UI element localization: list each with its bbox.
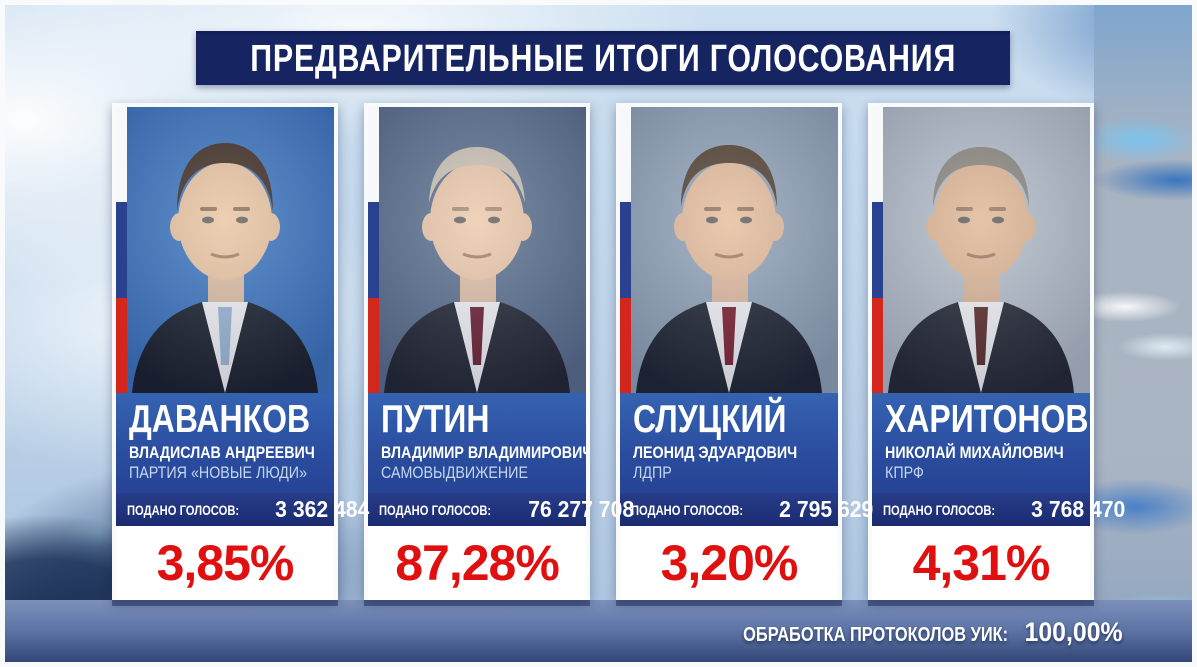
- protocol-status-value: 100,00%: [1024, 617, 1123, 647]
- candidate-given-names: ЛЕОНИД ЭДУАРДОВИЧ: [633, 443, 798, 462]
- votes-value: 3 768 470: [1031, 496, 1126, 522]
- votes-bar: ПОДАНО ГОЛОСОВ: 3 768 470: [872, 493, 1126, 526]
- candidate-affiliation: САМОВЫДВИЖЕНИЕ: [381, 463, 528, 482]
- percent-box: 4,31%: [872, 526, 1090, 600]
- portrait-slutsky-icon: [620, 107, 838, 393]
- percent-value: 3,20%: [660, 535, 799, 591]
- candidate-photo: [368, 107, 586, 393]
- candidate-surname: ПУТИН: [381, 398, 490, 441]
- candidate-given-names: ВЛАДИМИР ВЛАДИМИРОВИЧ: [381, 443, 586, 462]
- photo-vignette: [872, 107, 1090, 393]
- flag-stripe-icon: [368, 107, 379, 393]
- candidate-surname: ХАРИТОНОВ: [885, 398, 1089, 441]
- votes-label: ПОДАНО ГОЛОСОВ:: [379, 501, 492, 518]
- votes-bar: ПОДАНО ГОЛОСОВ: 3 362 484: [116, 493, 370, 526]
- map-texture-band: [1094, 0, 1197, 667]
- percent-box: 87,28%: [368, 526, 586, 600]
- protocol-status-label: ОБРАБОТКА ПРОТОКОЛОВ УИК:: [743, 624, 1009, 646]
- votes-label: ПОДАНО ГОЛОСОВ:: [883, 501, 996, 518]
- candidate-given-names: ВЛАДИСЛАВ АНДРЕЕВИЧ: [129, 443, 315, 462]
- candidate-affiliation: ПАРТИЯ «НОВЫЕ ЛЮДИ»: [129, 463, 308, 482]
- portrait-kharitonov-icon: [872, 107, 1090, 393]
- percent-value: 3,85%: [156, 535, 295, 591]
- name-panel: ПУТИН ВЛАДИМИР ВЛАДИМИРОВИЧ САМОВЫДВИЖЕН…: [368, 393, 586, 493]
- candidate-card-putin: ПУТИН ВЛАДИМИР ВЛАДИМИРОВИЧ САМОВЫДВИЖЕН…: [364, 103, 634, 600]
- name-panel: ДАВАНКОВ ВЛАДИСЛАВ АНДРЕЕВИЧ ПАРТИЯ «НОВ…: [116, 393, 334, 493]
- votes-label: ПОДАНО ГОЛОСОВ:: [127, 501, 240, 518]
- candidate-card-kharitonov: ХАРИТОНОВ НИКОЛАЙ МИХАЙЛОВИЧ КПРФ ПОДАНО…: [868, 103, 1126, 600]
- portrait-davankov-icon: [116, 107, 334, 393]
- name-panel: ХАРИТОНОВ НИКОЛАЙ МИХАЙЛОВИЧ КПРФ: [872, 393, 1090, 493]
- protocol-status: ОБРАБОТКА ПРОТОКОЛОВ УИК: 100,00%: [685, 617, 1123, 648]
- candidates-row: ДАВАНКОВ ВЛАДИСЛАВ АНДРЕЕВИЧ ПАРТИЯ «НОВ…: [112, 103, 1126, 600]
- candidate-card-slutsky: СЛУЦКИЙ ЛЕОНИД ЭДУАРДОВИЧ ЛДПР ПОДАНО ГО…: [616, 103, 874, 600]
- candidate-photo: [116, 107, 334, 393]
- candidate-photo: [620, 107, 838, 393]
- candidate-surname: СЛУЦКИЙ: [633, 398, 787, 441]
- name-panel: СЛУЦКИЙ ЛЕОНИД ЭДУАРДОВИЧ ЛДПР: [620, 393, 838, 493]
- flag-stripe-icon: [872, 107, 883, 393]
- percent-value: 4,31%: [912, 535, 1051, 591]
- votes-label: ПОДАНО ГОЛОСОВ:: [631, 501, 744, 518]
- candidate-photo: [872, 107, 1090, 393]
- candidate-card-davankov: ДАВАНКОВ ВЛАДИСЛАВ АНДРЕЕВИЧ ПАРТИЯ «НОВ…: [112, 103, 370, 600]
- photo-vignette: [116, 107, 334, 393]
- flag-stripe-icon: [620, 107, 631, 393]
- candidate-affiliation: КПРФ: [885, 463, 924, 482]
- votes-bar: ПОДАНО ГОЛОСОВ: 2 795 629: [620, 493, 874, 526]
- candidate-affiliation: ЛДПР: [633, 463, 672, 482]
- percent-box: 3,20%: [620, 526, 838, 600]
- photo-vignette: [368, 107, 586, 393]
- candidate-surname: ДАВАНКОВ: [129, 398, 311, 441]
- votes-value: 3 362 484: [275, 496, 370, 522]
- votes-bar: ПОДАНО ГОЛОСОВ: 76 277 708: [368, 493, 634, 526]
- percent-value: 87,28%: [395, 535, 560, 591]
- candidate-given-names: НИКОЛАЙ МИХАЙЛОВИЧ: [885, 443, 1064, 462]
- page-title: ПРЕДВАРИТЕЛЬНЫЕ ИТОГИ ГОЛОСОВАНИЯ: [250, 38, 956, 80]
- percent-box: 3,85%: [116, 526, 334, 600]
- portrait-putin-icon: [368, 107, 586, 393]
- flag-stripe-icon: [116, 107, 127, 393]
- bottom-band: [0, 600, 1197, 667]
- header-banner: ПРЕДВАРИТЕЛЬНЫЕ ИТОГИ ГОЛОСОВАНИЯ: [196, 31, 1010, 85]
- votes-value: 2 795 629: [779, 496, 874, 522]
- votes-value: 76 277 708: [528, 496, 635, 522]
- photo-vignette: [620, 107, 838, 393]
